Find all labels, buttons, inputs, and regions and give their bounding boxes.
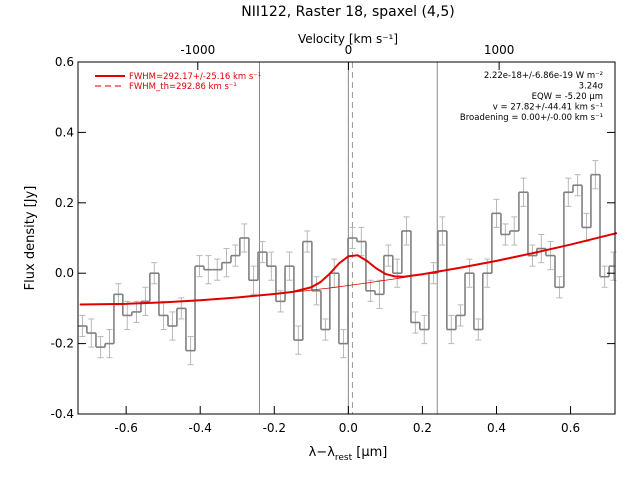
y-tick-label: 0.0 [55, 266, 74, 280]
x-label-sub: rest [335, 453, 353, 463]
x-tick-label: 0.6 [561, 421, 580, 435]
annotation: Broadening = 0.00+/-0.00 km s⁻¹ [460, 113, 603, 123]
legend-label: FWHM=292.17+/-25.16 km s⁻¹ [129, 72, 261, 82]
x-label-part: [μm] [352, 445, 387, 460]
plot-frame [77, 61, 616, 415]
x-tick-label: -0.4 [189, 421, 212, 435]
annotation: EQW = -5.20 μm [532, 92, 603, 102]
x-label-part: λ−λ [309, 445, 336, 460]
chart-title: NII122, Raster 18, spaxel (4,5) [241, 4, 454, 20]
x2-tick-label: -1000 [180, 43, 215, 57]
y-tick-label: 0.6 [55, 55, 74, 69]
x-tick-label: -0.6 [114, 421, 137, 435]
y-tick-label: -0.2 [51, 337, 74, 351]
y-axis-label: Flux density [Jy] [23, 186, 38, 291]
x2-tick-label: 1000 [484, 43, 515, 57]
x-tick-label: 0.0 [339, 421, 358, 435]
annotation: 2.22e-18+/-6.86e-19 W m⁻² [484, 71, 603, 81]
fit-curve [79, 232, 617, 305]
legend-label: FWHM_th=292.86 km s⁻¹ [129, 82, 237, 92]
x2-tick-label: 0 [345, 43, 353, 57]
y-tick-label: -0.4 [51, 407, 74, 421]
annotation: v = 27.82+/-44.41 km s⁻¹ [493, 103, 603, 113]
x-tick-label: 0.4 [487, 421, 506, 435]
annotation: 3.24σ [579, 82, 604, 92]
x-tick-label: 0.2 [413, 421, 432, 435]
y-tick-label: 0.2 [55, 196, 74, 210]
x-axis-label: λ−λrest [μm] [309, 445, 388, 463]
y-tick-label: 0.4 [55, 125, 74, 139]
x2-axis-label: Velocity [km s⁻¹] [298, 32, 398, 46]
x-tick-label: -0.2 [263, 421, 286, 435]
